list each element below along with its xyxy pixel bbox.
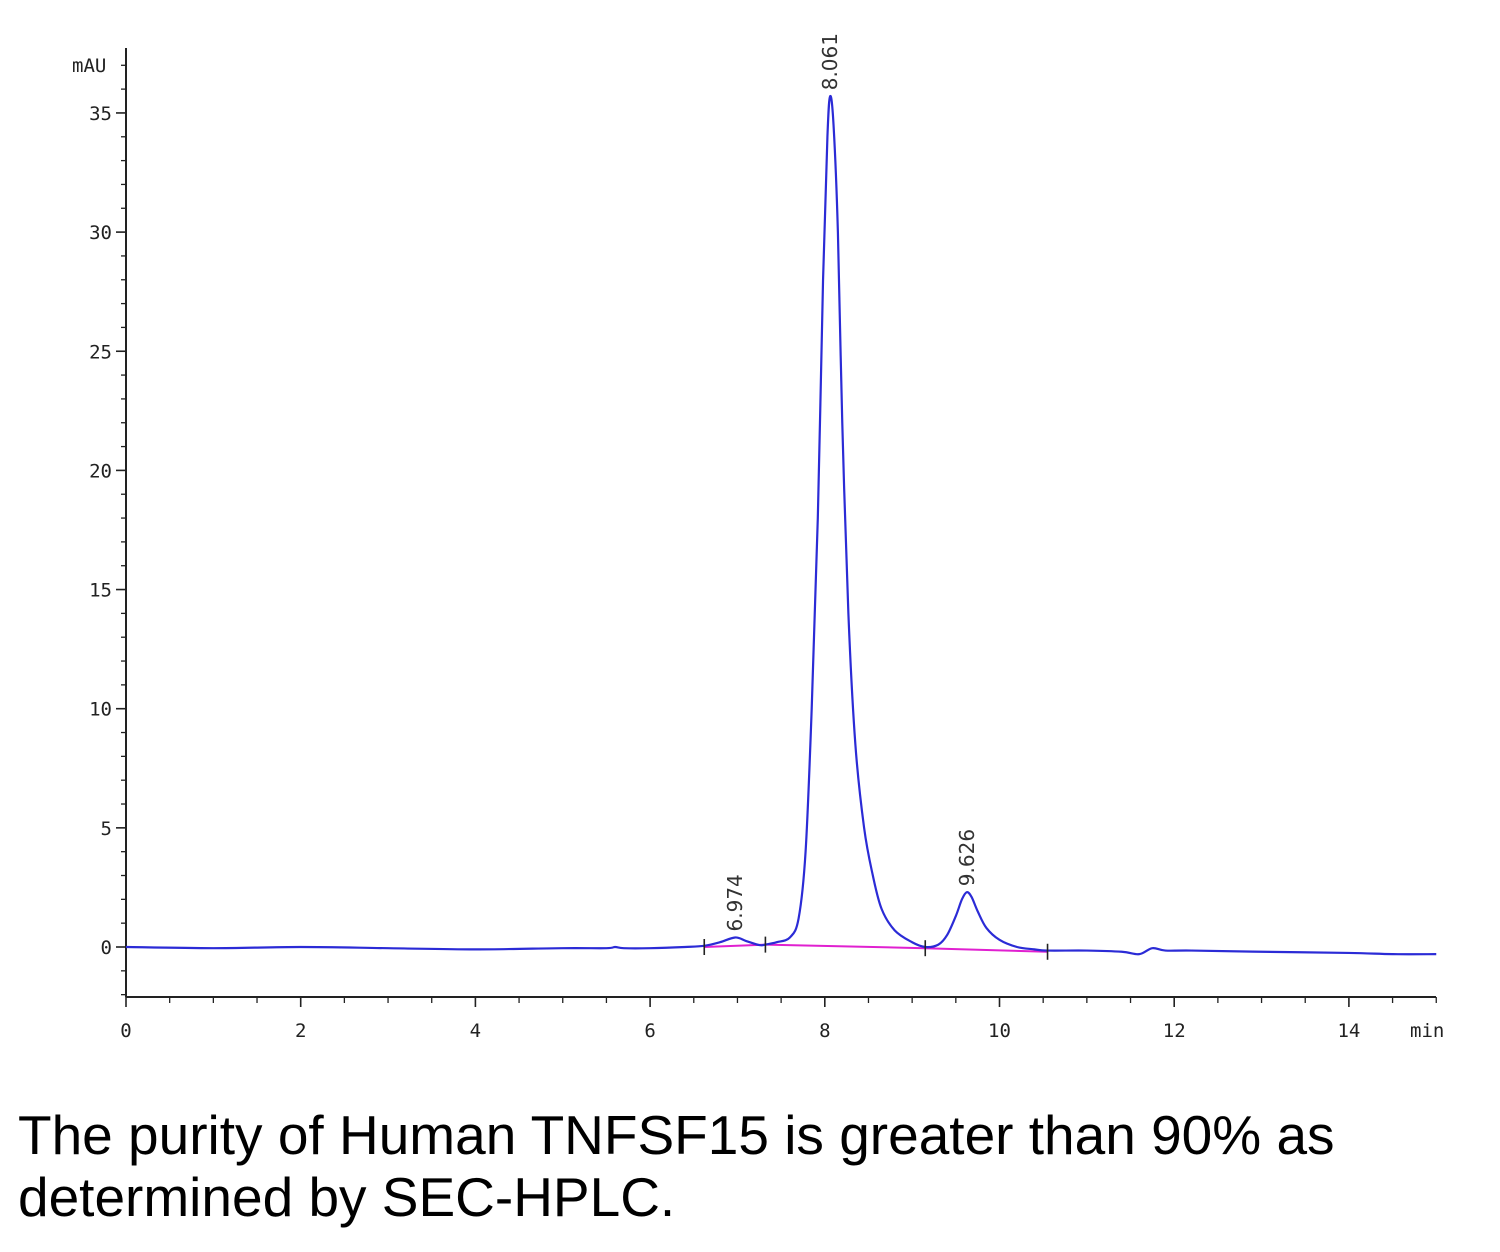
integration-marker-group [703,936,1049,960]
x-axis: 0 2 4 6 8 10 12 14 [120,996,1437,1042]
x-tick-label: 14 [1337,1020,1360,1042]
x-tick-label: 2 [295,1020,306,1042]
y-axis: 0 5 10 15 20 25 30 35 [89,48,127,997]
y-tick-label: 30 [89,222,112,244]
x-tick-label: 4 [470,1020,481,1042]
x-axis-unit-label: min [1410,1020,1444,1042]
y-tick-label: 5 [101,818,112,840]
y-tick-label: 20 [89,460,112,482]
y-axis-unit-label: mAU [72,55,106,77]
x-tick-label: 10 [988,1020,1011,1042]
y-tick-label: 0 [101,937,112,959]
peak-label: 6.974 [723,874,747,931]
y-tick-label: 10 [89,699,112,721]
y-tick-label: 15 [89,580,112,602]
figure-caption: The purity of Human TNFSF15 is greater t… [18,1104,1335,1228]
x-tick-label: 6 [644,1020,655,1042]
chromatogram-trace [125,94,1437,956]
x-tick-label: 8 [819,1020,830,1042]
x-tick-label: 12 [1163,1020,1186,1042]
y-tick-label: 25 [89,341,112,363]
x-tick-label: 0 [120,1020,131,1042]
peak-label: 8.061 [818,33,842,90]
baseline-segment [925,947,1048,953]
chromatogram-trace-group [125,94,1437,956]
integration-baseline [704,943,1048,953]
y-tick-label: 35 [89,103,112,125]
peak-label: 9.626 [955,829,979,886]
peak-label-group: 6.974 8.061 9.626 [723,33,979,931]
hplc-chromatogram: 0 5 10 15 20 25 30 35 0 2 4 6 8 10 12 14 mAU min 6.974… [72,33,1444,1042]
baseline-segment [765,943,926,950]
